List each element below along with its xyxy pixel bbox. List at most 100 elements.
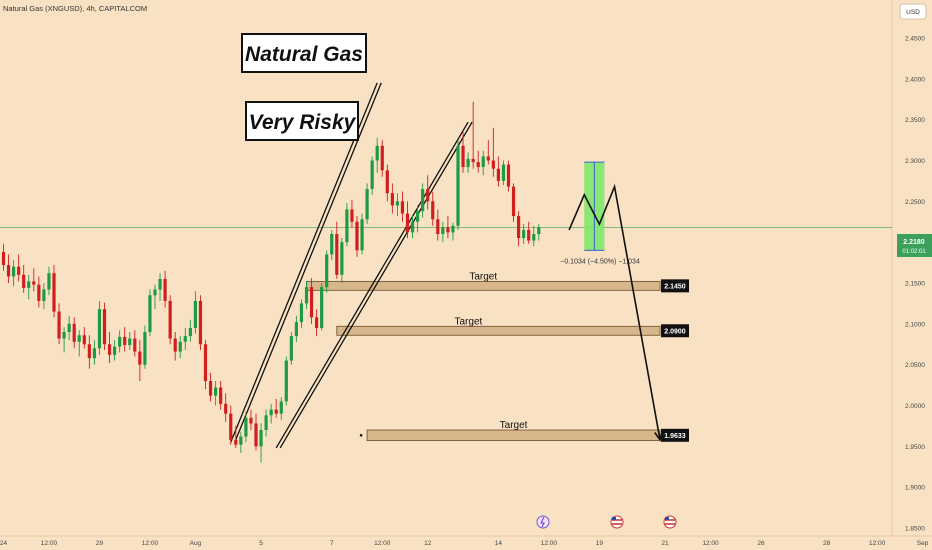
candle-body: [279, 401, 283, 414]
symbol-info: Natural Gas (XNGUSD), 4h, CAPITALCOM: [3, 4, 147, 13]
price-tick-label: 2.1500: [905, 281, 925, 288]
candle-body: [32, 281, 36, 285]
target-zone-label: Target: [469, 271, 497, 282]
target-price-tag-value: 1.9633: [664, 433, 686, 440]
candle-body: [97, 309, 102, 349]
candle-body: [269, 409, 273, 416]
candle-body: [118, 336, 122, 347]
candle-body: [340, 242, 344, 275]
time-tick-label: 14: [495, 540, 503, 547]
trend-channels: [230, 82, 473, 449]
candle-body: [17, 266, 21, 275]
candle-body: [325, 254, 329, 288]
price-tick-label: 2.1000: [905, 321, 925, 328]
candle-body: [517, 216, 521, 239]
current-price-value: 2.2180: [903, 239, 925, 246]
currency-label: USD: [906, 9, 920, 16]
candle-body: [77, 335, 81, 342]
price-tick-label: 2.0000: [905, 403, 925, 410]
candle-body: [138, 351, 142, 365]
candle-body: [375, 145, 379, 161]
lightning-event-icon[interactable]: [536, 515, 550, 529]
risk-box: Very Risky: [245, 101, 359, 141]
price-tick-label: 1.9000: [905, 485, 925, 492]
candle-body: [506, 164, 511, 187]
projection-path: [568, 183, 661, 440]
target-zone: [336, 325, 661, 336]
candle-body: [183, 336, 187, 342]
candle-body: [203, 344, 208, 381]
us-flag-event-icon-2[interactable]: [663, 515, 677, 529]
candle-body: [168, 300, 172, 339]
price-tick-label: 2.3000: [905, 158, 925, 165]
candle-body: [178, 341, 182, 352]
price-tick-label: 2.4000: [905, 76, 925, 83]
title-box-text: Natural Gas: [245, 43, 363, 66]
target-zone: [306, 280, 661, 291]
candle-body: [532, 234, 536, 241]
candle-body: [133, 338, 137, 352]
price-tick-label: 2.0500: [905, 362, 925, 369]
candle-body: [264, 415, 268, 430]
candle-body: [486, 156, 490, 161]
currency-button[interactable]: USD: [899, 3, 927, 20]
price-tick-label: 1.8500: [905, 526, 925, 533]
candle-body: [42, 289, 46, 301]
candle-body: [522, 229, 526, 239]
candle-body: [385, 170, 389, 194]
candle-body: [410, 221, 415, 233]
candle-body: [87, 344, 91, 359]
candle-body: [294, 322, 298, 337]
time-tick-label: 12:00: [702, 540, 719, 547]
candle-body: [239, 436, 243, 445]
candle-body: [501, 164, 506, 181]
us-flag-event-icon[interactable]: [610, 515, 624, 529]
target-price-tag-value: 2.0900: [664, 328, 686, 335]
candle-body: [259, 430, 263, 447]
candle-body: [123, 336, 127, 346]
candle-body: [214, 387, 218, 396]
zone-anchor-dot: [359, 434, 363, 437]
channel-line: [230, 82, 378, 443]
candle-body: [289, 336, 293, 361]
candle-body: [72, 323, 76, 342]
time-scale[interactable]: 24 12:00 29 12:00 Aug 5 7 12:00 12 14 12:00 19 21 12:…: [0, 540, 932, 547]
candle-body: [148, 295, 152, 332]
candle-body: [471, 158, 475, 163]
time-tick-label: 21: [661, 540, 669, 547]
event-markers[interactable]: [536, 515, 677, 529]
target-price-tag: [661, 428, 689, 442]
candle-body: [1, 251, 6, 266]
bar-countdown: 01:02:01: [902, 249, 926, 255]
time-tick-label: 29: [96, 540, 104, 547]
candle-body: [22, 274, 26, 288]
candle-body: [481, 156, 485, 168]
candle-body: [27, 281, 31, 288]
price-tick-label: 1.9500: [905, 444, 925, 451]
candle-body: [400, 201, 405, 214]
candle-body: [335, 234, 339, 275]
candle-body: [395, 201, 399, 206]
current-price-tag: 2.2180 01:02:01: [897, 234, 932, 257]
candle-body: [309, 287, 314, 318]
candle-body: [441, 227, 445, 234]
candle-body: [234, 439, 238, 445]
candle-body: [299, 303, 304, 323]
candle-body: [102, 309, 107, 345]
candle-body: [52, 273, 56, 312]
candle-body: [67, 323, 71, 332]
candle-body: [370, 160, 374, 190]
candle-body: [421, 189, 425, 212]
time-tick-label: 12:00: [541, 540, 558, 547]
price-tick-label: 2.4500: [905, 36, 925, 43]
time-tick-label: Sep: [917, 540, 929, 547]
candle-body: [254, 423, 258, 447]
time-tick-label: 12:00: [374, 540, 391, 547]
candle-body: [355, 221, 359, 251]
candle-body: [274, 409, 278, 414]
candle-body: [113, 346, 117, 355]
title-box: Natural Gas: [241, 33, 367, 73]
arrowhead-icon: [654, 430, 664, 442]
